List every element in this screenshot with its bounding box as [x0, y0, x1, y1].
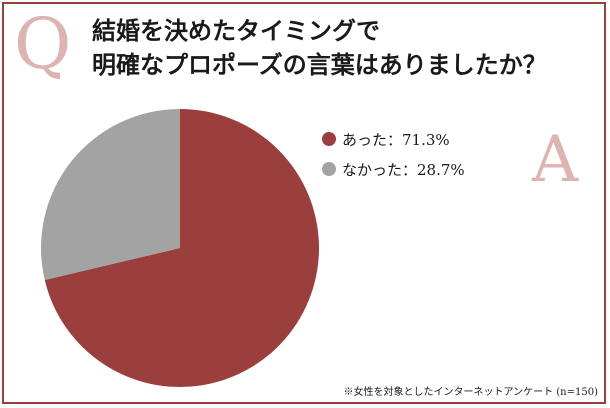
legend: あった：71.3% なかった：28.7%	[322, 124, 465, 184]
legend-dot-yes	[322, 132, 336, 146]
legend-label-no: なかった：28.7%	[342, 160, 465, 179]
pie-slices	[40, 109, 320, 387]
footnote: ※女性を対象としたインターネットアンケート (n=150)	[343, 387, 599, 398]
question-letter: Q	[14, 3, 72, 85]
legend-item-no: なかった：28.7%	[322, 154, 465, 184]
chart-title: 結婚を決めたタイミングで 明確なプロポーズの言葉はありましたか？	[92, 14, 547, 82]
pie-slice-yes	[44, 109, 320, 387]
legend-dot-no	[322, 162, 336, 176]
pie-slice-no	[40, 109, 180, 281]
answer-letter: A	[532, 123, 579, 197]
legend-label-yes: あった：71.3%	[342, 130, 450, 149]
title-line-1: 結婚を決めたタイミングで	[92, 16, 380, 45]
title-line-2: 明確なプロポーズの言葉はありましたか？	[92, 50, 547, 79]
legend-item-yes: あった：71.3%	[322, 124, 465, 154]
